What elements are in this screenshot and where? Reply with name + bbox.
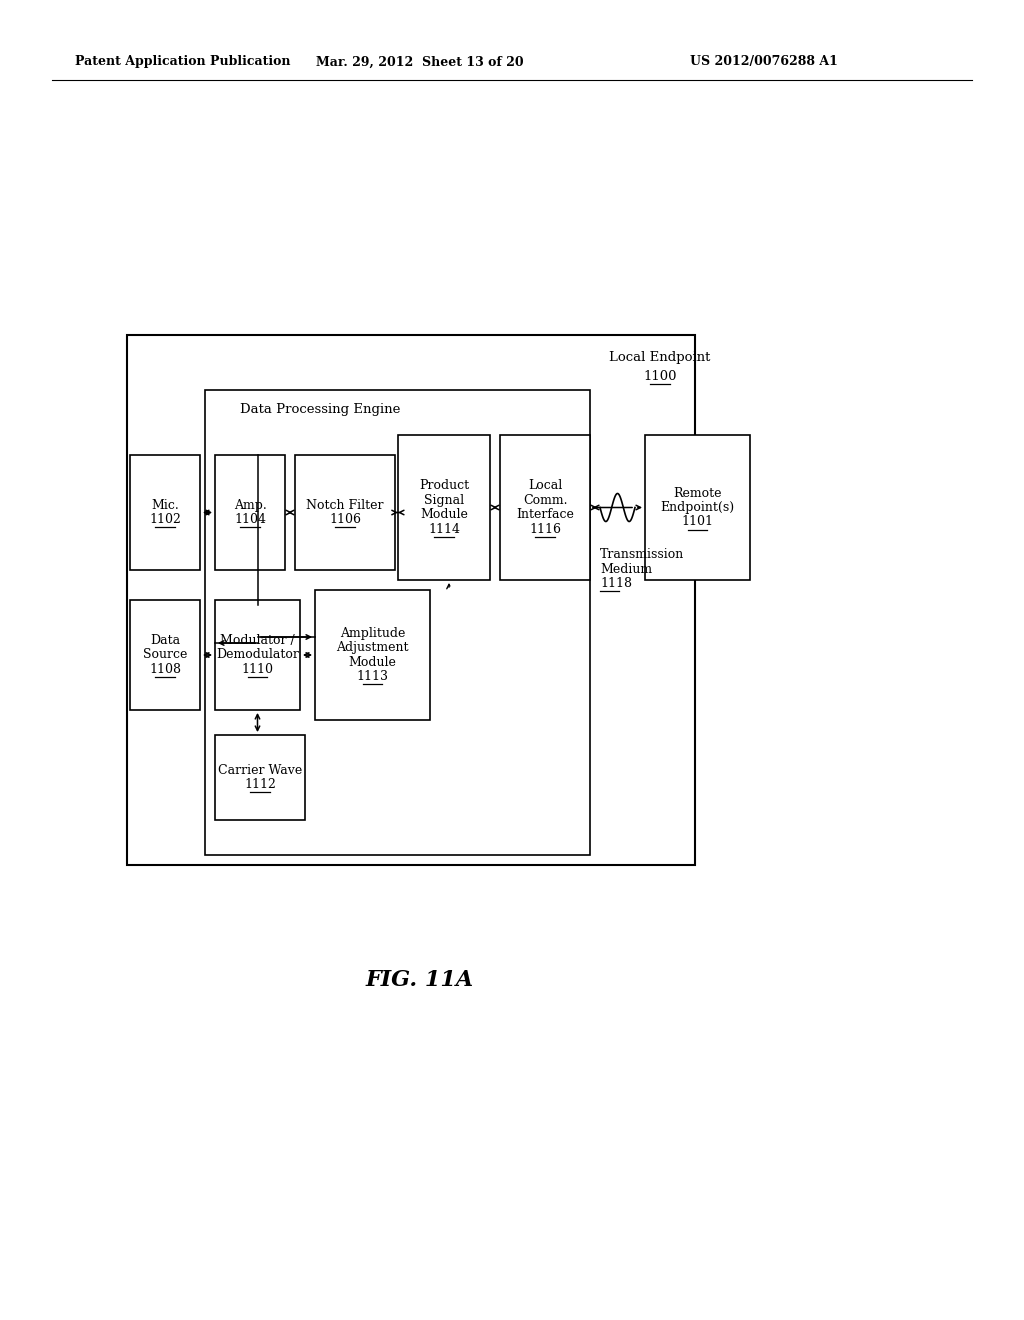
Text: Local: Local [528, 479, 562, 492]
Text: 1100: 1100 [643, 370, 677, 383]
Text: 1112: 1112 [244, 779, 275, 791]
Bar [215, 601, 300, 710]
Text: Amplitude: Amplitude [340, 627, 406, 640]
Text: 1110: 1110 [242, 663, 273, 676]
Text: Data Processing Engine: Data Processing Engine [240, 404, 400, 417]
Text: FIG. 11A: FIG. 11A [366, 969, 474, 991]
Text: Remote: Remote [673, 487, 722, 499]
Text: 1106: 1106 [329, 513, 361, 527]
Text: Signal: Signal [424, 494, 464, 507]
Bar [645, 436, 750, 579]
Text: 1114: 1114 [428, 523, 460, 536]
Text: Carrier Wave: Carrier Wave [218, 764, 302, 776]
Bar [205, 389, 590, 855]
Text: 1118: 1118 [600, 577, 632, 590]
Text: Local Endpoint: Local Endpoint [609, 351, 711, 364]
Text: 1102: 1102 [150, 513, 181, 527]
Bar [127, 335, 695, 865]
Bar [130, 601, 200, 710]
Text: Transmission: Transmission [600, 549, 684, 561]
Text: 1116: 1116 [529, 523, 561, 536]
Text: 1108: 1108 [150, 663, 181, 676]
Text: Notch Filter: Notch Filter [306, 499, 384, 512]
Text: Amp.: Amp. [233, 499, 266, 512]
Text: Modulator /: Modulator / [220, 634, 295, 647]
Bar [130, 455, 200, 570]
Text: 1101: 1101 [682, 515, 714, 528]
Text: Source: Source [142, 648, 187, 661]
Text: Module: Module [348, 656, 396, 669]
Text: Interface: Interface [516, 508, 573, 521]
Text: US 2012/0076288 A1: US 2012/0076288 A1 [690, 55, 838, 69]
Text: Medium: Medium [600, 562, 652, 576]
Text: Product: Product [419, 479, 469, 492]
Bar [295, 455, 395, 570]
Text: Adjustment: Adjustment [336, 642, 409, 655]
Bar [315, 590, 430, 719]
Text: Mic.: Mic. [152, 499, 179, 512]
Text: Module: Module [420, 508, 468, 521]
Bar [215, 455, 285, 570]
Text: Comm.: Comm. [522, 494, 567, 507]
Text: Patent Application Publication: Patent Application Publication [75, 55, 291, 69]
Text: Mar. 29, 2012  Sheet 13 of 20: Mar. 29, 2012 Sheet 13 of 20 [316, 55, 524, 69]
Text: 1113: 1113 [356, 671, 388, 684]
Text: Endpoint(s): Endpoint(s) [660, 502, 734, 513]
Text: Data: Data [150, 634, 180, 647]
Text: Demodulator: Demodulator [216, 648, 299, 661]
Bar [215, 735, 305, 820]
Text: 1104: 1104 [234, 513, 266, 527]
Bar [500, 436, 590, 579]
Bar [398, 436, 490, 579]
